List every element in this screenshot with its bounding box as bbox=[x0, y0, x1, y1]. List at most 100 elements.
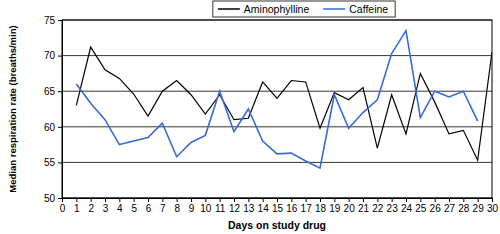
x-tick-mark bbox=[463, 198, 464, 202]
x-tick-mark bbox=[205, 198, 206, 202]
x-tick-mark bbox=[220, 198, 221, 202]
x-axis-title: Days on study drug bbox=[228, 219, 326, 231]
legend-swatch bbox=[218, 8, 240, 10]
grid-line bbox=[62, 55, 492, 56]
x-tick: 17 bbox=[301, 198, 313, 214]
x-tick: 9 bbox=[189, 198, 195, 214]
x-tick-label: 1 bbox=[74, 203, 80, 214]
x-tick: 22 bbox=[372, 198, 384, 214]
x-tick: 13 bbox=[243, 198, 255, 214]
x-axis: 0123456789101112131415161718192021222324… bbox=[60, 198, 499, 214]
x-tick: 28 bbox=[458, 198, 470, 214]
x-tick-label: 3 bbox=[103, 203, 109, 214]
x-tick-label: 14 bbox=[258, 203, 270, 214]
x-tick: 26 bbox=[430, 198, 442, 214]
x-tick-mark bbox=[91, 198, 92, 202]
x-tick: 20 bbox=[344, 198, 356, 214]
x-tick-label: 8 bbox=[174, 203, 180, 214]
series-line bbox=[76, 31, 477, 168]
grid-line bbox=[62, 126, 492, 127]
x-tick-label: 6 bbox=[146, 203, 152, 214]
x-tick-mark bbox=[420, 198, 421, 202]
x-tick-mark bbox=[320, 198, 321, 202]
x-tick-label: 20 bbox=[344, 203, 356, 214]
legend: Aminophylline Caffeine bbox=[213, 1, 395, 17]
legend-label: Caffeine bbox=[349, 3, 388, 15]
x-tick: 6 bbox=[146, 198, 152, 214]
grid-line bbox=[62, 162, 492, 163]
x-tick: 12 bbox=[229, 198, 241, 214]
x-tick: 5 bbox=[131, 198, 137, 214]
x-tick: 18 bbox=[315, 198, 327, 214]
x-tick-label: 18 bbox=[315, 203, 327, 214]
y-axis: 50 55 60 65 70 75 bbox=[44, 15, 63, 204]
y-tick-label: 65 bbox=[44, 86, 56, 97]
x-tick-label: 21 bbox=[358, 203, 370, 214]
legend-label: Aminophylline bbox=[244, 3, 310, 15]
series-line bbox=[76, 47, 492, 160]
y-tick-label: 55 bbox=[44, 157, 56, 168]
x-tick-mark bbox=[334, 198, 335, 202]
x-tick-label: 10 bbox=[200, 203, 212, 214]
x-tick-mark bbox=[177, 198, 178, 202]
x-tick: 2 bbox=[88, 198, 94, 214]
plot: 0123456789101112131415161718192021222324… bbox=[44, 15, 499, 214]
x-tick: 1 bbox=[74, 198, 80, 214]
x-tick: 15 bbox=[272, 198, 284, 214]
x-tick: 29 bbox=[473, 198, 485, 214]
x-tick: 4 bbox=[117, 198, 123, 214]
x-tick-label: 30 bbox=[487, 203, 499, 214]
x-tick-label: 15 bbox=[272, 203, 284, 214]
x-tick: 24 bbox=[401, 198, 413, 214]
x-tick: 14 bbox=[258, 198, 270, 214]
y-tick-mark bbox=[58, 20, 62, 21]
y-tick: 75 bbox=[44, 15, 62, 26]
x-tick-mark bbox=[119, 198, 120, 202]
x-tick-label: 26 bbox=[430, 203, 442, 214]
x-tick-label: 9 bbox=[189, 203, 195, 214]
x-tick: 8 bbox=[174, 198, 180, 214]
x-tick-mark bbox=[162, 198, 163, 202]
x-tick-label: 28 bbox=[458, 203, 470, 214]
legend-swatch bbox=[323, 8, 345, 10]
y-tick-label: 60 bbox=[44, 122, 56, 133]
x-tick-label: 23 bbox=[387, 203, 399, 214]
x-tick-label: 22 bbox=[372, 203, 384, 214]
y-tick: 70 bbox=[44, 50, 62, 61]
x-tick-mark bbox=[492, 198, 493, 202]
x-tick-mark bbox=[76, 198, 77, 202]
y-tick-label: 70 bbox=[44, 50, 56, 61]
x-tick-label: 12 bbox=[229, 203, 241, 214]
x-tick-mark bbox=[478, 198, 479, 202]
grid bbox=[62, 20, 492, 198]
legend-item: Caffeine bbox=[323, 3, 388, 15]
x-tick-label: 16 bbox=[286, 203, 298, 214]
x-tick: 25 bbox=[415, 198, 427, 214]
x-tick-label: 0 bbox=[60, 203, 66, 214]
x-tick-label: 19 bbox=[329, 203, 341, 214]
x-tick: 30 bbox=[487, 198, 499, 214]
y-tick-label: 50 bbox=[44, 193, 56, 204]
x-tick: 16 bbox=[286, 198, 298, 214]
x-tick-label: 7 bbox=[160, 203, 166, 214]
x-tick-mark bbox=[349, 198, 350, 202]
x-tick-mark bbox=[134, 198, 135, 202]
y-tick-mark bbox=[58, 91, 62, 92]
x-tick-mark bbox=[105, 198, 106, 202]
x-tick-mark bbox=[191, 198, 192, 202]
legend-item: Aminophylline bbox=[218, 3, 310, 15]
x-tick-label: 24 bbox=[401, 203, 413, 214]
x-tick-mark bbox=[435, 198, 436, 202]
x-tick-mark bbox=[392, 198, 393, 202]
plot-frame bbox=[62, 20, 492, 198]
x-tick-mark bbox=[406, 198, 407, 202]
x-tick-mark bbox=[234, 198, 235, 202]
y-tick-mark bbox=[58, 127, 62, 128]
x-tick-mark bbox=[248, 198, 249, 202]
x-tick: 11 bbox=[215, 198, 226, 214]
x-tick: 21 bbox=[358, 198, 370, 214]
x-tick-mark bbox=[291, 198, 292, 202]
x-tick-mark bbox=[363, 198, 364, 202]
x-tick: 23 bbox=[387, 198, 399, 214]
x-tick: 3 bbox=[103, 198, 109, 214]
